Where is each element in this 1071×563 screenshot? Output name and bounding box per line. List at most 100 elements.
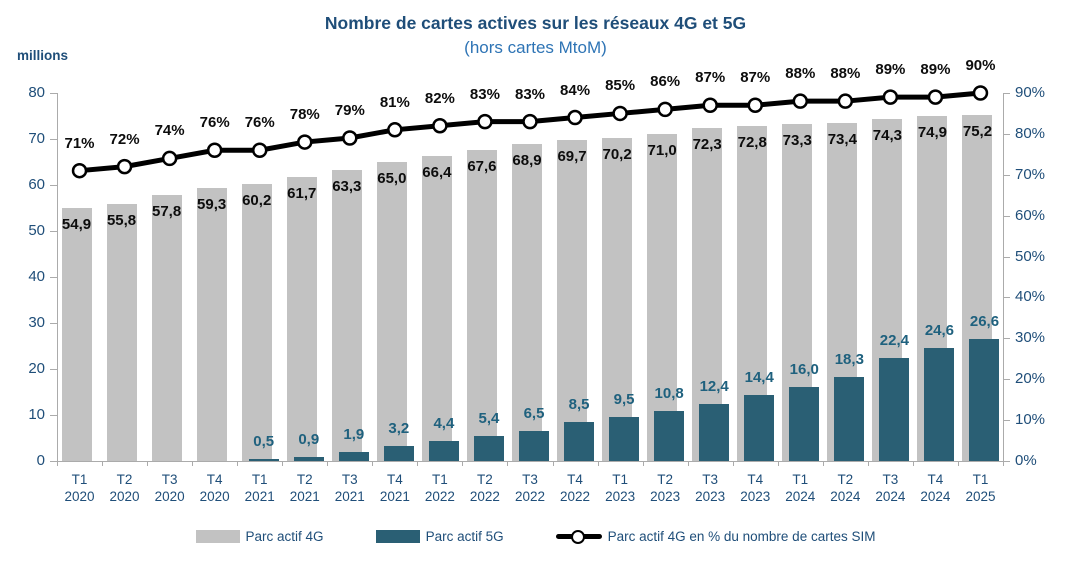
pct-label: 89% <box>875 61 906 79</box>
left-axis-tick-label: 20 <box>28 360 45 377</box>
bar-label-5g: 6,5 <box>523 405 545 423</box>
x-axis-category-label: T3 2020 <box>154 472 185 504</box>
bar-5g <box>383 446 414 461</box>
bar-4g <box>331 169 362 461</box>
pct-label: 79% <box>334 101 365 119</box>
x-axis-tick <box>642 461 644 466</box>
bar-5g <box>609 417 640 461</box>
x-axis-tick <box>192 461 194 466</box>
left-axis-tick-label: 0 <box>36 452 45 469</box>
bar-4g <box>196 188 227 461</box>
legend-swatch-5g-icon <box>375 530 420 543</box>
bar-5g <box>248 458 279 461</box>
bar-4g <box>557 140 588 461</box>
bar-5g <box>564 421 595 461</box>
bar-4g <box>512 144 542 461</box>
left-axis-tick-label: 80 <box>28 84 45 101</box>
right-axis-tick-label: 60% <box>1015 206 1046 224</box>
bar-5g <box>654 411 685 461</box>
bar-label-5g: 14,4 <box>744 368 774 386</box>
legend-swatch-4g-icon <box>195 530 240 543</box>
bar-label-5g: 10,8 <box>654 385 684 403</box>
pct-label: 87% <box>740 69 771 87</box>
right-axis-tick <box>1003 133 1010 135</box>
right-axis-tick <box>1003 174 1010 176</box>
bar-5g <box>924 347 955 461</box>
x-axis-tick <box>372 461 374 466</box>
x-axis-category-label: T2 2020 <box>109 472 140 504</box>
pct-label: 88% <box>830 65 861 83</box>
pct-label: 76% <box>199 114 230 132</box>
right-axis-tick-label: 80% <box>1015 124 1046 142</box>
bar-label-5g: 18,3 <box>834 350 864 368</box>
chart-subtitle: (hors cartes MtoM) <box>464 38 607 57</box>
bar-5g <box>789 387 820 461</box>
x-axis-tick <box>282 461 284 466</box>
legend-circle-marker-icon <box>570 529 585 544</box>
right-axis-tick <box>1003 215 1010 217</box>
left-axis-tick <box>50 277 57 278</box>
x-axis-category-label: T1 2020 <box>64 472 95 504</box>
right-axis-tick-label: 70% <box>1015 165 1046 183</box>
x-axis-category-label: T1 2024 <box>785 472 816 504</box>
left-axis-tick-label: 30 <box>28 314 45 331</box>
legend-item-pct-line: Parc actif 4G en % du nombre de cartes S… <box>555 529 875 544</box>
bar-label-5g: 0,9 <box>298 430 320 448</box>
legend-item-parc-actif-5g: Parc actif 5G <box>375 529 504 544</box>
left-axis-tick-label: 50 <box>28 222 45 239</box>
right-axis-tick-label: 50% <box>1015 247 1046 265</box>
bar-label-5g: 22,4 <box>879 331 909 349</box>
bar-5g <box>699 403 730 461</box>
bar-4g <box>286 177 317 461</box>
bar-5g <box>834 376 865 461</box>
x-axis-category-label: T2 2021 <box>289 472 320 504</box>
bar-label-4g: 63,3 <box>332 177 362 195</box>
pct-label: 86% <box>650 73 681 91</box>
bar-label-5g: 16,0 <box>789 361 819 379</box>
pct-label: 81% <box>379 93 410 111</box>
bar-5g <box>744 394 775 461</box>
bar-4g <box>106 204 137 461</box>
x-axis-tick <box>57 461 58 466</box>
pct-label: 76% <box>244 114 275 132</box>
x-axis-category-label: T3 2024 <box>875 472 906 504</box>
pct-label: 87% <box>695 69 726 87</box>
right-axis-tick <box>1003 338 1010 340</box>
x-axis-tick <box>687 461 689 466</box>
bar-4g <box>241 184 272 461</box>
right-axis-tick-label: 30% <box>1015 329 1046 347</box>
x-axis-category-label: T3 2021 <box>334 472 365 504</box>
bar-label-4g: 57,8 <box>152 203 182 221</box>
bar-label-5g: 0,5 <box>253 432 275 450</box>
bar-4g <box>61 208 92 461</box>
bar-label-5g: 12,4 <box>699 377 729 395</box>
left-axis-tick-label: 70 <box>28 130 45 147</box>
chart-title: Nombre de cartes actives sur les réseaux… <box>324 13 747 33</box>
right-axis-tick <box>1003 93 1010 94</box>
x-axis-tick <box>1003 461 1004 466</box>
right-axis-tick <box>1003 379 1010 381</box>
pct-label: 71% <box>64 134 95 152</box>
left-axis-line <box>57 93 58 461</box>
pct-label: 89% <box>920 61 951 79</box>
right-axis-tick-label: 40% <box>1015 288 1046 306</box>
x-axis-category-label: T4 2024 <box>920 472 951 504</box>
right-axis-tick-label: 10% <box>1015 411 1046 429</box>
left-axis-tick-label: 40 <box>28 268 45 285</box>
left-axis-tick-label: 60 <box>28 176 45 193</box>
x-axis-category-label: T1 2023 <box>605 472 636 504</box>
pct-label: 88% <box>785 65 816 83</box>
left-axis-tick <box>50 461 57 462</box>
left-axis-unit-label: millions <box>17 48 69 63</box>
legend-label-4g: Parc actif 4G <box>245 529 324 544</box>
bar-5g <box>428 440 459 461</box>
x-axis-category-label: T2 2023 <box>650 472 681 504</box>
pct-label: 78% <box>289 106 320 124</box>
x-axis-tick <box>957 461 959 466</box>
left-axis-tick <box>50 415 57 416</box>
bar-4g <box>376 162 407 461</box>
bar-5g <box>338 452 369 461</box>
bar-label-5g: 3,2 <box>388 420 410 438</box>
bar-5g <box>969 338 1000 461</box>
